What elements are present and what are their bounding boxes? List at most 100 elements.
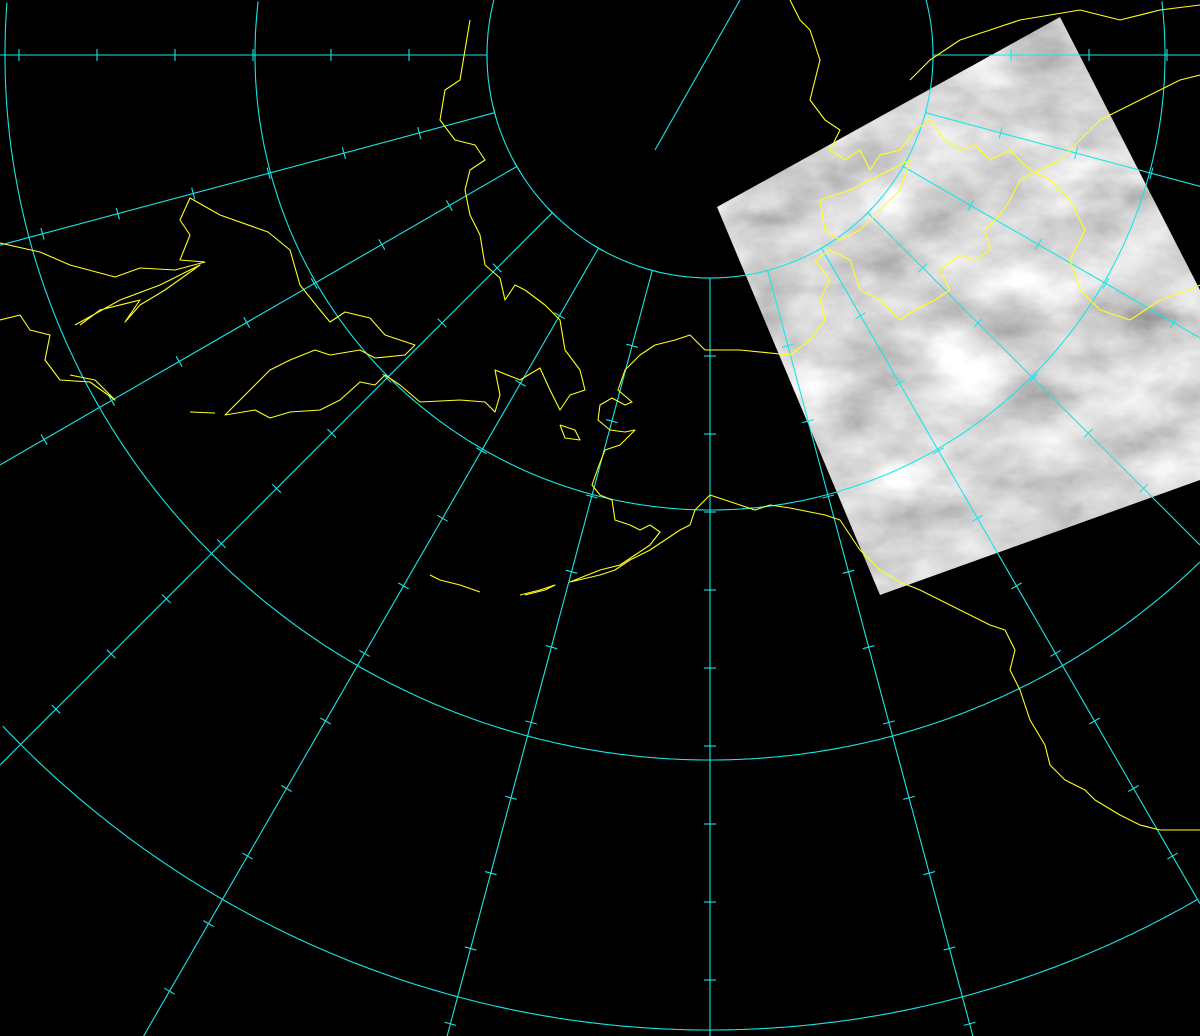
- meridian-tick: [359, 649, 370, 657]
- meridian-tick: [781, 343, 794, 348]
- meridian-tick: [476, 447, 487, 455]
- coastline-alaska: [569, 334, 1200, 831]
- meridian-tick: [310, 278, 318, 289]
- meridian-tick: [545, 645, 558, 650]
- meridian-tick: [1050, 649, 1061, 657]
- meridian-line: [902, 166, 1200, 339]
- meridian-tick: [863, 208, 873, 218]
- meridian-tick: [565, 569, 578, 574]
- meridian-tick: [903, 795, 915, 800]
- meridian-tick: [761, 268, 774, 273]
- meridian-tick: [1028, 373, 1038, 383]
- meridian-tick: [933, 447, 944, 455]
- meridian-line: [821, 247, 1200, 904]
- meridian-tick: [862, 645, 875, 650]
- meridian-tick: [464, 946, 477, 951]
- meridian-tick: [444, 1021, 457, 1026]
- meridian-tick: [1149, 167, 1154, 180]
- meridian-tick: [445, 200, 453, 211]
- meridian-tick: [822, 494, 835, 499]
- meridian-line: [143, 247, 599, 1036]
- meridian-line: [446, 270, 653, 1036]
- meridian-tick: [40, 434, 48, 445]
- meridian-tick: [398, 582, 409, 590]
- meridian-tick: [327, 428, 337, 438]
- meridian-tick: [515, 379, 526, 387]
- coastline-canada-mainland: [789, 74, 1200, 356]
- meridian-tick: [882, 720, 895, 725]
- meridian-tick: [626, 343, 639, 348]
- meridian-tick: [513, 161, 521, 172]
- satellite-image: [717, 17, 1200, 595]
- meridian-tick: [1128, 785, 1139, 792]
- meridian-tick: [505, 795, 517, 800]
- meridian-tick: [484, 871, 497, 876]
- latitude-circle: [2, 725, 1198, 1031]
- meridian-tick: [943, 946, 956, 951]
- latitude-circle: [254, 1, 1166, 511]
- coastline-siberia: [0, 19, 586, 419]
- meridian-tick: [842, 569, 855, 574]
- meridian-tick: [1083, 428, 1093, 438]
- meridian-tick: [243, 317, 251, 328]
- meridian-tick: [646, 268, 659, 273]
- meridian-tick: [281, 785, 292, 792]
- coastline-islands-north: [819, 159, 911, 241]
- meridian-tick: [855, 312, 866, 320]
- meridian-tick: [816, 244, 827, 252]
- meridian-tick: [161, 594, 171, 604]
- meridian-tick: [106, 649, 116, 659]
- coastline-greenland: [909, 4, 1200, 81]
- meridian-tick: [175, 356, 183, 367]
- meridian-tick: [1167, 852, 1178, 860]
- meridian-tick: [972, 514, 983, 522]
- meridian-tick: [802, 419, 815, 424]
- meridian-tick: [1034, 239, 1042, 250]
- meridian-tick: [973, 318, 983, 328]
- latitude-circle: [4, 2, 1200, 761]
- meridian-tick: [1089, 717, 1100, 725]
- meridian-line: [767, 270, 974, 1036]
- meridian-tick: [923, 871, 936, 876]
- meridian-line: [925, 112, 1200, 187]
- meridian-tick: [108, 395, 116, 406]
- meridian-tick: [492, 106, 497, 119]
- meridian-tick: [378, 239, 386, 250]
- meridian-line: [0, 166, 518, 466]
- meridian-tick: [320, 717, 331, 725]
- meridian-tick: [437, 514, 448, 522]
- meridian-tick: [492, 263, 502, 273]
- latitude-circle: [486, 0, 934, 279]
- meridian-tick: [547, 208, 557, 218]
- coastline-aleutians-west: [429, 574, 481, 593]
- coastline-islands: [189, 411, 216, 414]
- meridian-tick: [417, 126, 422, 139]
- meridian-line: [654, 0, 741, 151]
- coastlines: [0, 0, 1200, 831]
- meridian-tick: [115, 207, 120, 220]
- meridian-line: [0, 112, 495, 246]
- meridian-tick: [605, 419, 618, 424]
- meridian-tick: [40, 227, 45, 240]
- meridian-tick: [1074, 147, 1079, 160]
- meridian-tick: [216, 538, 227, 549]
- meridian-tick: [585, 494, 598, 499]
- meridian-tick: [203, 920, 214, 928]
- meridian-tick: [437, 318, 447, 328]
- coastline-kamchatka-north: [74, 264, 201, 326]
- meridian-tick: [918, 263, 928, 273]
- meridian-tick: [242, 852, 253, 860]
- meridian-tick: [1011, 582, 1022, 590]
- meridian-tick: [1169, 317, 1177, 328]
- meridian-tick: [963, 1021, 976, 1026]
- meridian-tick: [1138, 483, 1149, 494]
- meridian-tick: [554, 312, 565, 320]
- meridian-tick: [923, 106, 928, 119]
- coastline-st-lawrence: [559, 424, 581, 441]
- meridian-tick: [894, 379, 905, 387]
- meridian-tick: [271, 483, 282, 494]
- meridian-tick: [1102, 278, 1110, 289]
- coastline-chukotka: [0, 314, 116, 401]
